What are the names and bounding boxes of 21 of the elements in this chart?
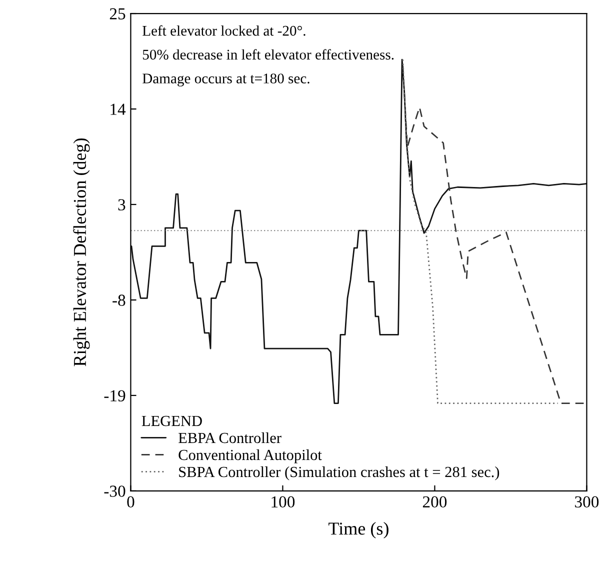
- y-tick-label: 25: [110, 8, 126, 20]
- line-series: [402, 58, 559, 404]
- y-tick-label: -19: [104, 390, 126, 402]
- x-tick-label: 100: [272, 496, 295, 508]
- x-axis-title: Time (s): [328, 522, 388, 538]
- line-series: [130, 58, 587, 404]
- x-tick-label: 0: [127, 496, 134, 508]
- legend-label: Conventional Autopilot: [178, 449, 322, 464]
- y-tick-label: 3: [118, 199, 126, 210]
- annotation: Left elevator locked at -20°.: [142, 25, 306, 36]
- legend-label: EBPA Controller: [178, 432, 282, 444]
- annotation: Damage occurs at t=180 sec.: [142, 74, 310, 86]
- y-tick-label: 14: [110, 104, 126, 115]
- x-tick-label: 300: [575, 496, 599, 508]
- y-tick-label: -30: [104, 486, 126, 497]
- y-tick-label: -8: [112, 294, 126, 306]
- y-axis-title: Right Elevator Deflection (deg): [73, 138, 90, 366]
- annotation: 50% decrease in left elevator effectiveness.: [142, 49, 394, 60]
- legend-label: SBPA Controller (Simulation crashes at t = 281 sec.): [179, 466, 500, 480]
- legend-title: LEGEND: [142, 416, 202, 426]
- x-tick-label: 200: [422, 496, 447, 508]
